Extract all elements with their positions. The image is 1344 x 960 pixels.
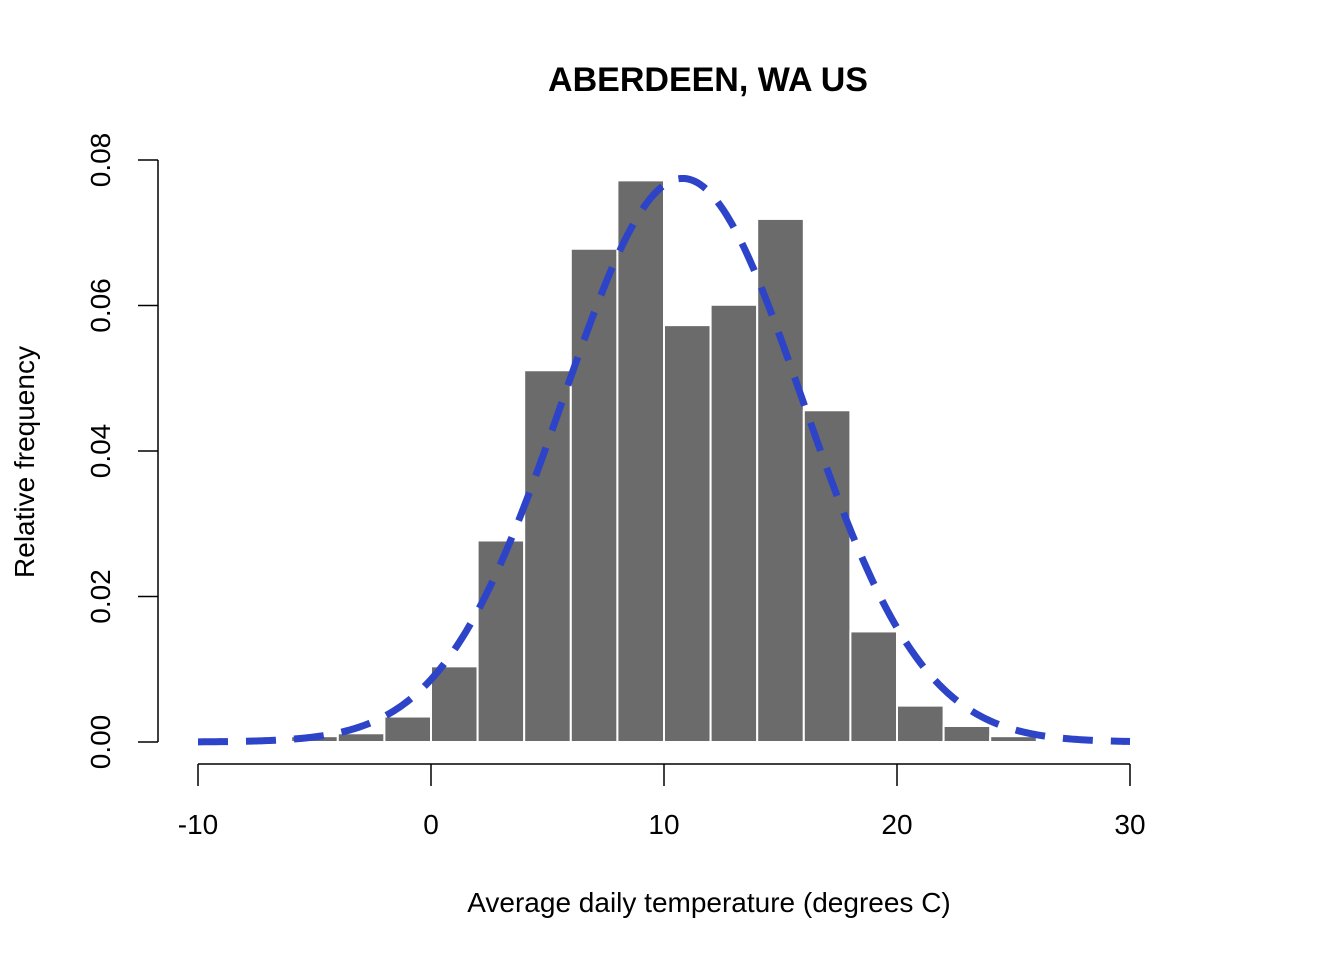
histogram-bar xyxy=(942,724,992,743)
histogram-bar xyxy=(896,704,945,743)
histogram-bar xyxy=(663,324,712,743)
x-tick-label: 30 xyxy=(1114,809,1145,840)
x-axis: -10 0 10 20 30 xyxy=(178,763,1146,840)
histogram-bar xyxy=(989,735,1038,743)
bars-group xyxy=(290,179,1038,744)
x-tick-label: -10 xyxy=(178,809,218,840)
histogram-bar xyxy=(569,247,619,743)
density-curve xyxy=(197,174,1131,746)
histogram-bar xyxy=(802,409,852,743)
y-tick-label: 0.08 xyxy=(85,133,116,188)
histogram-bar xyxy=(709,303,759,743)
y-tick-label: 0.04 xyxy=(85,424,116,479)
histogram-bar xyxy=(430,665,479,744)
histogram-bar xyxy=(383,715,432,743)
histogram-bar xyxy=(523,369,572,743)
y-tick-label: 0.00 xyxy=(85,715,116,770)
y-tick-label: 0.02 xyxy=(85,569,116,624)
x-tick-label: 10 xyxy=(648,809,679,840)
y-axis-label: Relative frequency xyxy=(9,346,40,578)
x-axis-label: Average daily temperature (degrees C) xyxy=(467,887,951,918)
chart-title: ABERDEEN, WA US xyxy=(548,61,868,99)
x-tick-label: 20 xyxy=(881,809,912,840)
histogram-bar xyxy=(849,630,899,743)
y-axis: 0.00 0.02 0.04 0.06 0.08 xyxy=(85,133,159,770)
x-tick-label: 0 xyxy=(423,809,439,840)
y-tick-label: 0.06 xyxy=(85,278,116,333)
histogram-bar xyxy=(616,179,666,743)
histogram-bar xyxy=(476,539,526,743)
